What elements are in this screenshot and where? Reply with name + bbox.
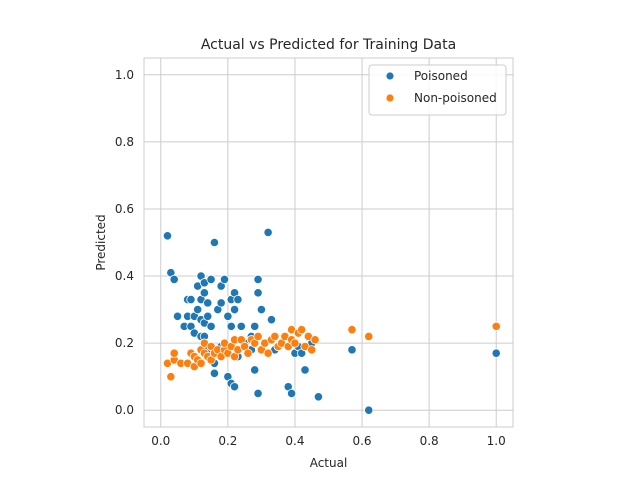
data-point-poisoned [266,315,277,325]
data-point-non-poisoned [169,348,179,358]
data-point-poisoned [186,294,196,305]
y-tick-label: 0.4 [115,269,134,283]
x-axis-label: Actual [310,456,348,470]
data-point-poisoned [162,231,173,241]
data-point-non-poisoned [243,348,253,358]
data-point-poisoned [172,311,183,321]
x-tick-label: 0.8 [420,434,439,448]
data-point-non-poisoned [297,325,307,335]
data-point-poisoned [193,304,203,315]
y-tick-label: 0.8 [115,135,134,149]
y-tick-label: 1.0 [115,68,134,82]
data-point-non-poisoned [263,348,273,358]
data-point-poisoned [286,388,297,399]
data-point-poisoned [250,321,260,331]
data-point-poisoned [313,392,324,402]
chart-title: Actual vs Predicted for Training Data [201,37,456,53]
data-point-poisoned [206,274,216,284]
data-point-poisoned [226,321,236,331]
data-point-poisoned [229,382,240,392]
x-tick-label: 0.4 [285,434,304,448]
legend-label-poisoned: Poisoned [414,69,468,83]
legend-box [368,64,507,116]
data-point-poisoned [219,274,230,284]
x-tick-label: 0.6 [352,434,371,448]
data-point-non-poisoned [166,372,176,382]
data-point-poisoned [209,237,220,248]
data-point-non-poisoned [310,335,320,345]
legend-marker-non-poisoned [385,93,395,103]
data-point-poisoned [300,365,310,375]
data-point-non-poisoned [196,358,206,368]
data-point-poisoned [347,345,357,355]
data-point-non-poisoned [270,331,280,342]
data-point-poisoned [169,274,179,284]
data-point-poisoned [253,388,263,399]
data-point-non-poisoned [253,331,263,342]
data-point-poisoned [203,298,213,308]
x-tick-label: 0.0 [151,434,170,448]
data-point-poisoned [229,304,240,315]
data-point-non-poisoned [491,321,501,331]
data-point-poisoned [263,227,273,238]
plot-area [143,57,514,428]
data-points [162,227,501,415]
data-point-poisoned [491,348,501,358]
data-point-poisoned [256,304,267,315]
x-tick-label: 0.2 [218,434,237,448]
data-point-poisoned [253,274,263,284]
legend: Poisoned Non-poisoned [368,64,507,116]
data-point-non-poisoned [307,345,317,355]
data-point-non-poisoned [364,331,374,342]
data-point-poisoned [206,321,216,331]
y-tick-label: 0.6 [115,202,134,216]
x-tick-label: 1.0 [487,434,506,448]
data-point-poisoned [253,288,263,298]
data-point-non-poisoned [347,325,357,335]
y-tick-label: 0.0 [115,403,134,417]
data-point-poisoned [223,311,233,321]
data-point-poisoned [203,311,213,321]
data-point-poisoned [216,298,226,308]
legend-label-non-poisoned: Non-poisoned [414,91,497,105]
data-point-poisoned [236,321,246,331]
tick-labels: 0.0 0.2 0.4 0.6 0.8 1.0 0.0 0.2 0.4 0.6 0.8 1.0 [115,68,506,448]
data-point-poisoned [364,405,374,415]
y-tick-label: 0.2 [115,336,134,350]
data-point-poisoned [209,368,220,378]
y-axis-label: Predicted [94,214,108,270]
legend-marker-poisoned [385,71,395,81]
data-point-poisoned [233,294,243,305]
data-point-poisoned [250,365,260,375]
data-point-poisoned [199,288,209,298]
data-point-non-poisoned [290,338,300,348]
